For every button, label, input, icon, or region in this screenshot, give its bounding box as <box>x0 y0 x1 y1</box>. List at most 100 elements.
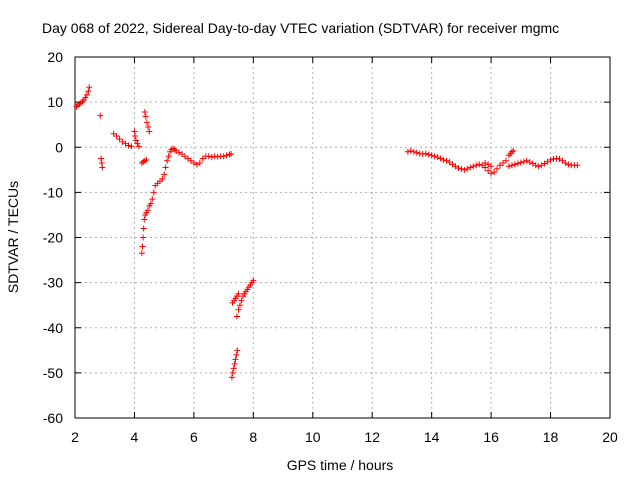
data-point-marker <box>73 103 80 110</box>
data-point-marker <box>139 243 146 250</box>
y-tick-label: -40 <box>43 320 63 336</box>
data-point-marker <box>510 147 517 154</box>
data-point-marker <box>565 161 572 168</box>
data-point-marker <box>228 374 235 381</box>
data-point-marker <box>511 161 518 168</box>
data-point-marker <box>526 159 533 166</box>
y-tick-label: -30 <box>43 275 63 291</box>
data-point-marker <box>574 162 581 169</box>
data-point-marker <box>220 153 227 160</box>
data-point-marker <box>470 163 477 170</box>
data-point-marker <box>128 143 135 150</box>
data-point-marker <box>410 148 417 155</box>
data-point-marker <box>125 142 132 149</box>
data-point-marker <box>162 164 169 171</box>
data-point-marker <box>547 156 554 163</box>
data-point-marker <box>132 132 139 139</box>
data-point-marker <box>141 157 148 164</box>
data-point-marker <box>482 160 489 167</box>
data-point-marker <box>455 165 462 172</box>
data-point-marker <box>190 160 197 167</box>
data-point-marker <box>171 146 178 153</box>
data-point-marker <box>229 369 236 376</box>
data-point-marker <box>238 297 245 304</box>
data-point-marker <box>85 88 92 95</box>
y-tick-label: -50 <box>43 365 63 381</box>
x-tick-label: 18 <box>543 429 559 445</box>
data-point-marker <box>434 154 441 161</box>
data-point-marker <box>443 157 450 164</box>
data-point-marker <box>488 163 495 170</box>
data-point-marker <box>404 148 411 155</box>
data-point-marker <box>116 136 123 143</box>
data-point-marker <box>150 189 157 196</box>
x-tick-label: 12 <box>364 429 380 445</box>
data-point-marker <box>140 225 147 232</box>
data-point-marker <box>488 170 495 177</box>
x-tick-labels: 2 4 6 8 10 12 14 16 18 20 <box>71 429 618 445</box>
data-point-marker <box>97 112 104 119</box>
x-tick-label: 4 <box>131 429 139 445</box>
data-point-marker <box>134 140 141 147</box>
y-tick-labels: -60 -50 -40 -30 -20 -10 0 10 20 <box>43 49 63 426</box>
data-point-marker <box>232 356 239 363</box>
x-tick-label: 8 <box>249 429 257 445</box>
data-point-marker <box>159 175 166 182</box>
y-tick-label: 20 <box>47 49 63 65</box>
data-point-marker <box>208 154 215 161</box>
data-point-marker <box>235 306 242 313</box>
data-point-marker <box>517 159 524 166</box>
data-point-marker <box>234 347 241 354</box>
data-point-marker <box>491 169 498 176</box>
grid-lines <box>75 57 610 418</box>
data-point-marker <box>230 365 237 372</box>
data-points <box>73 84 581 381</box>
data-point-marker <box>428 152 435 159</box>
x-tick-label: 20 <box>602 429 618 445</box>
data-point-marker <box>520 158 527 165</box>
y-tick-label: -10 <box>43 184 63 200</box>
data-point-marker <box>228 151 235 158</box>
data-point-marker <box>98 160 105 167</box>
data-point-marker <box>141 216 148 223</box>
data-point-marker <box>505 163 512 170</box>
data-point-marker <box>235 290 242 297</box>
data-point-marker <box>164 157 171 164</box>
data-point-marker <box>413 149 420 156</box>
data-point-marker <box>425 151 432 158</box>
data-point-marker <box>205 153 212 160</box>
x-axis-title: GPS time / hours <box>287 457 394 473</box>
data-point-marker <box>135 143 142 150</box>
y-tick-label: -20 <box>43 230 63 246</box>
data-point-marker <box>77 100 84 107</box>
data-point-marker <box>440 156 447 163</box>
y-axis-title: SDTVAR / TECUs <box>5 181 21 293</box>
data-point-marker <box>467 164 474 171</box>
chart-title: Day 068 of 2022, Sidereal Day-to-day VTE… <box>42 20 559 36</box>
axis-ticks <box>74 56 611 419</box>
data-point-marker <box>82 94 89 101</box>
y-tick-label: 10 <box>47 94 63 110</box>
x-tick-label: 2 <box>71 429 79 445</box>
data-point-marker <box>233 351 240 358</box>
data-point-marker <box>149 196 156 203</box>
data-point-marker <box>473 162 480 169</box>
data-point-marker <box>407 147 414 154</box>
data-point-marker <box>437 155 444 162</box>
data-point-marker <box>532 162 539 169</box>
data-point-marker <box>141 109 148 116</box>
data-point-marker <box>144 207 151 214</box>
data-point-marker <box>476 161 483 168</box>
data-point-marker <box>535 163 542 170</box>
data-point-marker <box>143 119 150 126</box>
data-point-marker <box>236 302 243 309</box>
data-point-marker <box>138 250 145 257</box>
data-point-marker <box>422 150 429 157</box>
data-point-marker <box>165 153 172 160</box>
data-point-marker <box>233 313 240 320</box>
data-point-marker <box>145 123 152 130</box>
data-point-marker <box>176 149 183 156</box>
data-point-marker <box>562 160 569 167</box>
data-point-marker <box>142 113 149 120</box>
